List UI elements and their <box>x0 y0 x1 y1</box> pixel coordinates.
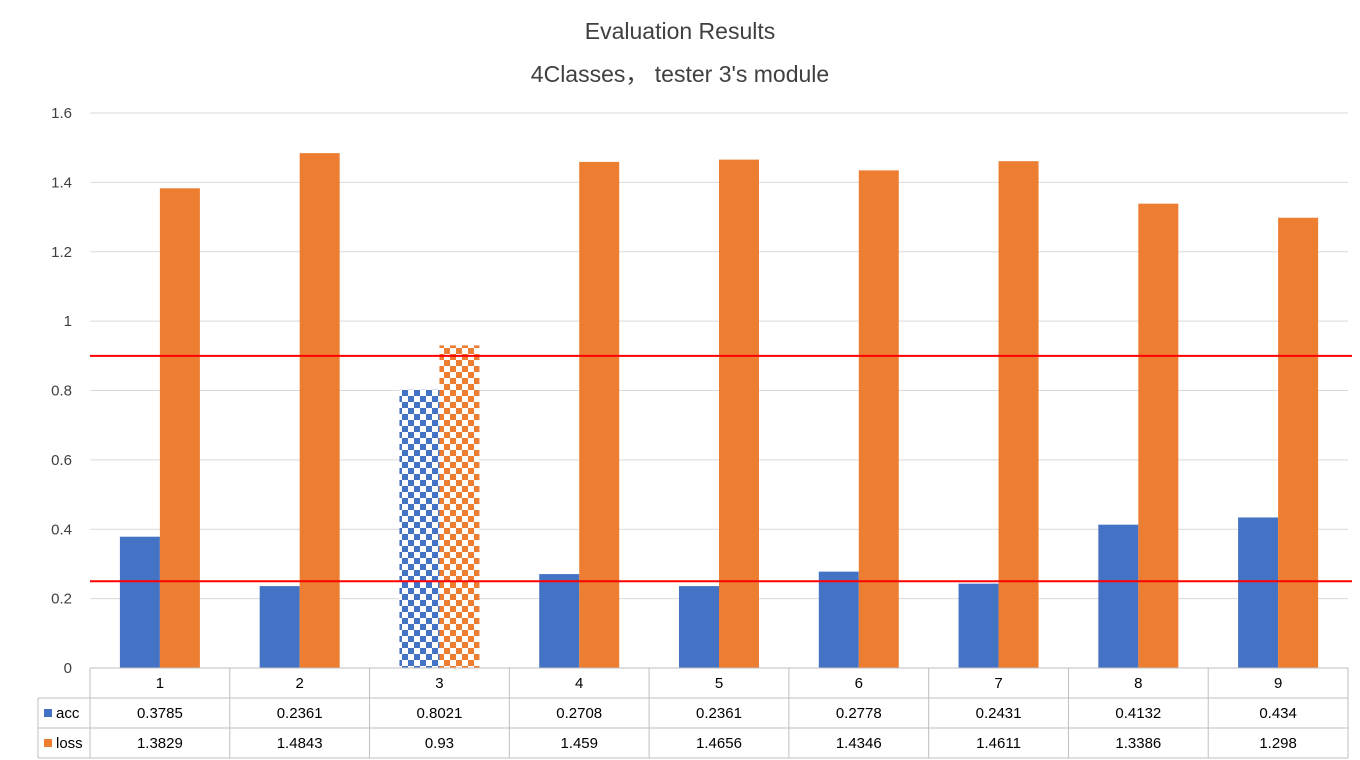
y-tick-label: 1 <box>64 313 72 330</box>
x-tick-label: 7 <box>994 675 1002 692</box>
bar-acc-7 <box>958 583 999 668</box>
bar-loss-9 <box>1278 217 1319 668</box>
bar-loss-1 <box>159 188 200 668</box>
y-tick-label: 1.6 <box>51 105 72 122</box>
data-label-loss: 0.93 <box>425 735 454 752</box>
x-tick-label: 2 <box>295 675 303 692</box>
bar-acc-4 <box>539 574 580 668</box>
y-tick-label: 0.4 <box>51 521 72 538</box>
data-label-loss: 1.3829 <box>137 735 183 752</box>
x-tick-label: 6 <box>855 675 863 692</box>
bar-acc-8 <box>1098 524 1139 668</box>
chart-title: Evaluation Results <box>584 18 776 44</box>
data-label-acc: 0.2708 <box>556 705 602 722</box>
y-tick-label: 0.6 <box>51 452 72 469</box>
data-label-acc: 0.8021 <box>416 705 462 722</box>
bar-acc-2 <box>259 586 300 668</box>
x-tick-label: 5 <box>715 675 723 692</box>
x-tick-label: 8 <box>1134 675 1142 692</box>
x-tick-label: 1 <box>156 675 164 692</box>
legend-label-acc: acc <box>56 705 80 722</box>
data-label-acc: 0.2361 <box>277 705 323 722</box>
data-label-acc: 0.434 <box>1259 705 1297 722</box>
bar-acc-6 <box>818 571 859 668</box>
y-tick-label: 0.2 <box>51 591 72 608</box>
chart-subtitle: 4Classes， tester 3's module <box>530 61 830 87</box>
bar-acc-1 <box>119 536 160 668</box>
legend-label-loss: loss <box>56 735 83 752</box>
y-tick-label: 0 <box>64 660 72 677</box>
x-tick-label: 9 <box>1274 675 1282 692</box>
data-label-loss: 1.459 <box>560 735 598 752</box>
data-label-loss: 1.298 <box>1259 735 1297 752</box>
bar-acc-5 <box>679 586 719 668</box>
data-label-acc: 0.2778 <box>836 705 882 722</box>
x-tick-label: 3 <box>435 675 443 692</box>
data-label-acc: 0.3785 <box>137 705 183 722</box>
y-tick-label: 1.2 <box>51 244 72 261</box>
data-label-loss: 1.4843 <box>277 735 323 752</box>
legend-swatch-acc <box>44 709 52 717</box>
x-tick-label: 4 <box>575 675 583 692</box>
data-label-loss: 1.4656 <box>696 735 742 752</box>
bar-loss-8 <box>1138 203 1179 668</box>
data-label-acc: 0.2431 <box>976 705 1022 722</box>
legend-swatch-loss <box>44 739 52 747</box>
bar-loss-3 <box>439 345 480 668</box>
bar-acc-3 <box>399 389 440 668</box>
bar-acc-9 <box>1238 517 1279 668</box>
bar-loss-7 <box>998 161 1039 668</box>
bar-loss-5 <box>719 159 759 668</box>
y-tick-label: 1.4 <box>51 174 72 191</box>
data-label-loss: 1.4611 <box>976 735 1021 752</box>
data-label-loss: 1.3386 <box>1115 735 1161 752</box>
bar-loss-6 <box>858 170 899 669</box>
data-label-loss: 1.4346 <box>836 735 882 752</box>
y-tick-label: 0.8 <box>51 383 72 400</box>
data-label-acc: 0.2361 <box>696 705 742 722</box>
bar-loss-4 <box>579 161 620 669</box>
data-label-acc: 0.4132 <box>1115 705 1161 722</box>
bar-loss-2 <box>299 153 340 669</box>
